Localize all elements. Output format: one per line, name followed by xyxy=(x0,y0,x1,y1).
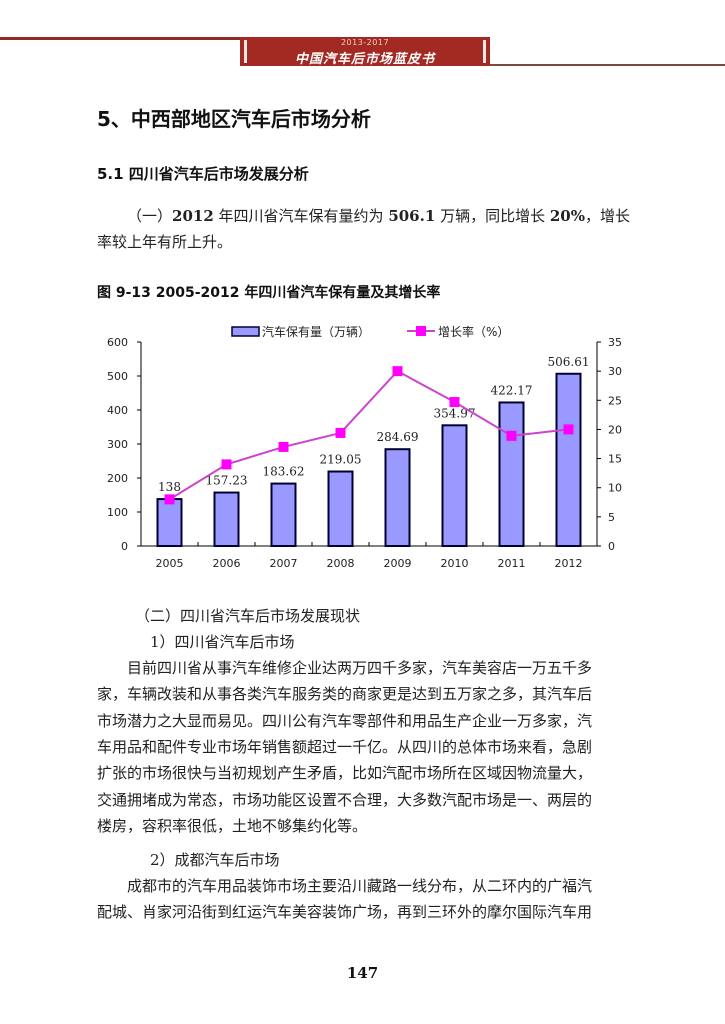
left-tick-label: 500 xyxy=(107,370,128,383)
paragraph-line: 车用品和配件专业市场年销售额超过一千亿。从四川的总体市场来看，急剧 xyxy=(97,737,593,756)
sub-heading-sichuan: 1）四川省汽车后市场 xyxy=(150,631,295,652)
paragraph-line: 成都市的汽车用品装饰市场主要沿川藏路一线分布，从二环内的广福汽 xyxy=(127,877,593,895)
intro-prefix: （一） xyxy=(127,207,173,225)
bar xyxy=(327,470,354,548)
right-tick-label: 10 xyxy=(608,482,622,495)
bar xyxy=(555,372,582,547)
x-tick-label: 2008 xyxy=(327,557,355,570)
right-tick-label: 35 xyxy=(608,336,622,349)
bar-value-label: 422.17 xyxy=(491,383,533,397)
banner-bar-right xyxy=(483,40,486,63)
bar-value-label: 284.69 xyxy=(377,430,419,444)
header-rule-left xyxy=(0,37,242,40)
paragraph-line: 家，车辆改装和从事各类汽车服务类的商家更是达到五万家之多，其汽车后 xyxy=(97,685,593,704)
bar xyxy=(270,482,297,548)
growth-marker xyxy=(335,427,346,438)
x-tick-label: 2011 xyxy=(498,557,526,570)
right-tick-label: 25 xyxy=(608,394,622,407)
growth-marker xyxy=(392,366,403,377)
x-tick-label: 2005 xyxy=(156,557,184,570)
left-tick-label: 600 xyxy=(107,336,128,349)
paragraph-line: 楼房，容积率很低，土地不够集约化等。 xyxy=(97,816,368,835)
growth-marker xyxy=(164,494,175,505)
banner-title: 中国汽车后市场蓝皮书 xyxy=(294,52,435,67)
bar-value-label: 354.97 xyxy=(434,406,476,420)
x-tick-label: 2009 xyxy=(384,557,412,570)
x-tick-label: 2007 xyxy=(270,557,298,570)
bar xyxy=(441,424,468,548)
intro-paragraph: （一）2012 年四川省汽车保有量约为 506.1 万辆，同比增长 20%，增长… xyxy=(97,203,632,255)
x-tick-label: 2012 xyxy=(555,557,583,570)
x-tick-label: 2010 xyxy=(441,557,469,570)
intro-value: 506.1 xyxy=(388,207,436,225)
growth-marker xyxy=(563,424,574,435)
x-tick-label: 2006 xyxy=(213,557,241,570)
intro-pct: 20% xyxy=(549,207,585,225)
left-tick-label: 200 xyxy=(107,472,128,485)
paragraph-line: 目前四川省从事汽车维修企业达两万四千多家，汽车美容店一万五千多 xyxy=(127,659,593,677)
legend-line-label: 增长率（%） xyxy=(438,324,509,339)
intro-text-2: 万辆，同比增长 xyxy=(435,207,550,225)
bar xyxy=(156,498,183,547)
section-title: 5、中西部地区汽车后市场分析 xyxy=(97,107,371,131)
paragraph-line: 市场潜力之大显而易见。四川公有汽车零部件和用品生产企业一万多家，汽 xyxy=(97,711,593,730)
bar-value-label: 138 xyxy=(158,480,181,494)
paragraph-line: 交通拥堵成为常态，市场功能区设置不合理，大多数汽配市场是一、两层的 xyxy=(97,790,593,809)
intro-year: 2012 xyxy=(172,207,214,225)
legend-line-marker xyxy=(416,326,426,336)
bar xyxy=(498,401,525,547)
banner-years: 2013-2017 xyxy=(340,38,390,47)
growth-marker xyxy=(449,397,460,408)
page-number: 147 xyxy=(346,964,379,982)
paragraph-line: 配城、肖家河沿街到红运汽车美容装饰广场，再到三环外的摩尔国际汽车用 xyxy=(97,903,593,922)
left-tick-label: 400 xyxy=(107,404,128,417)
right-tick-label: 0 xyxy=(608,540,615,553)
growth-line xyxy=(168,369,569,501)
left-tick-label: 0 xyxy=(121,540,128,553)
growth-marker xyxy=(278,441,289,452)
banner-bar-left xyxy=(244,40,247,63)
right-tick-label: 15 xyxy=(608,453,622,466)
paragraph-line: 扩张的市场很快与当初规划产生矛盾，比如汽配市场所在区域因物流量大， xyxy=(97,764,593,783)
sub-heading-chengdu: 2）成都汽车后市场 xyxy=(150,849,280,870)
right-tick-label: 5 xyxy=(608,511,615,524)
legend-bar-swatch xyxy=(231,326,260,337)
header-rule-right xyxy=(488,64,725,66)
bar-value-label: 183.62 xyxy=(263,465,305,479)
bar xyxy=(384,448,411,548)
left-tick-label: 300 xyxy=(107,438,128,451)
intro-text-1: 年四川省汽车保有量约为 xyxy=(213,207,389,225)
subsection-title: 5.1 四川省汽车后市场发展分析 xyxy=(97,165,309,183)
right-tick-label: 20 xyxy=(608,423,622,436)
status-heading: （二）四川省汽车后市场发展现状 xyxy=(135,607,361,625)
growth-marker xyxy=(221,459,232,470)
left-tick-label: 100 xyxy=(107,506,128,519)
right-tick-label: 30 xyxy=(608,365,622,378)
growth-marker xyxy=(506,430,517,441)
figure-caption: 图 9-13 2005-2012 年四川省汽车保有量及其增长率 xyxy=(97,285,441,301)
intro-text-3: ，增长 xyxy=(584,207,630,225)
bar-value-label: 506.61 xyxy=(548,355,590,369)
legend-bar-label: 汽车保有量（万辆） xyxy=(262,324,370,339)
intro-line-2: 率较上年有所上升。 xyxy=(97,233,233,251)
bar-value-label: 157.23 xyxy=(206,474,248,488)
sub-heading-sichuan-text: 1）四川省汽车后市场 xyxy=(150,633,295,651)
sub-heading-chengdu-text: 2）成都汽车后市场 xyxy=(150,851,280,869)
bar-value-label: 219.05 xyxy=(320,453,362,467)
header-banner: 2013-2017 中国汽车后市场蓝皮书 xyxy=(240,37,490,67)
bar xyxy=(213,491,240,548)
